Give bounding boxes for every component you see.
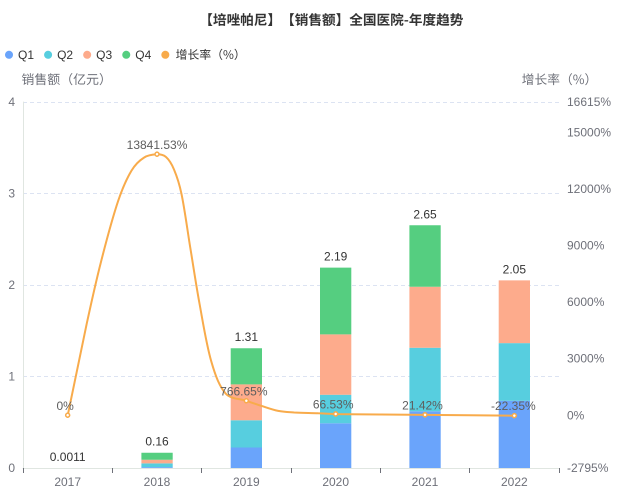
svg-text:Q1: Q1 [18,48,34,62]
svg-text:0.16: 0.16 [145,435,169,449]
svg-text:2: 2 [8,278,15,292]
svg-text:3: 3 [8,187,15,201]
svg-text:1.31: 1.31 [235,330,259,344]
svg-text:2018: 2018 [144,475,171,489]
svg-text:-22.35%: -22.35% [491,399,536,413]
svg-text:-2795%: -2795% [567,461,609,475]
svg-text:Q2: Q2 [57,48,73,62]
svg-text:Q4: Q4 [135,48,151,62]
svg-text:6000%: 6000% [567,295,605,309]
svg-text:0%: 0% [56,399,74,413]
svg-text:13841.53%: 13841.53% [127,138,188,152]
svg-text:66.53%: 66.53% [313,398,354,412]
svg-text:Q3: Q3 [96,48,112,62]
svg-text:2020: 2020 [322,475,349,489]
svg-text:21.42%: 21.42% [402,398,443,412]
svg-text:4: 4 [8,95,15,109]
svg-text:15000%: 15000% [567,125,611,139]
svg-text:2.65: 2.65 [413,207,437,221]
svg-text:766.65%: 766.65% [220,384,268,398]
svg-text:1: 1 [8,370,15,384]
svg-text:2019: 2019 [233,475,260,489]
svg-text:2.05: 2.05 [503,262,527,276]
svg-text:0.0011: 0.0011 [50,450,86,464]
svg-text:12000%: 12000% [567,182,611,196]
svg-text:16615%: 16615% [567,95,611,109]
svg-text:0: 0 [8,461,15,475]
svg-text:2021: 2021 [412,475,439,489]
svg-text:3000%: 3000% [567,352,605,366]
svg-text:2017: 2017 [54,475,81,489]
svg-text:9000%: 9000% [567,239,605,253]
svg-text:0%: 0% [567,408,585,422]
svg-text:2022: 2022 [501,475,528,489]
svg-text:2.19: 2.19 [324,250,348,264]
